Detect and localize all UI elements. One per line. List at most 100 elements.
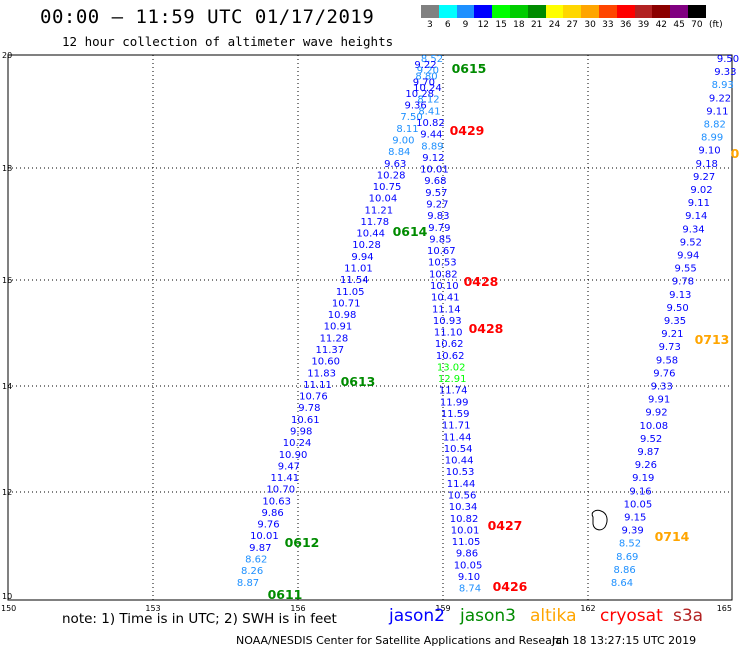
colorbar-tick-label: 21: [530, 20, 543, 30]
jason2-value-label: 11.21: [365, 205, 394, 216]
legend-s3a: s3a: [673, 606, 704, 626]
longitude-label: 165: [717, 604, 732, 613]
jason2-value-label: 10.62: [435, 339, 464, 350]
jason2-value-label: 9.86: [261, 508, 283, 519]
jason2-value-label: 9.78: [298, 403, 320, 414]
jason2-value-label: 9.91: [648, 395, 670, 406]
jason2-value-label: 10.28: [377, 170, 406, 181]
jason2-value-label: 10.28: [352, 240, 381, 251]
jason2-value-label: 9.12: [422, 153, 444, 164]
jason2-value-label: 9.11: [688, 198, 710, 209]
jason2-value-label: 9.26: [635, 460, 657, 471]
map-frame: [7, 54, 733, 601]
latitude-label: 14: [2, 382, 12, 391]
wave-height-colorbar: [421, 5, 706, 18]
colorbar-swatch: [616, 5, 635, 18]
jason2-value-label: 8.82: [704, 120, 726, 131]
jason2-value-label: 10.53: [428, 258, 457, 269]
legend-jason2: jason2: [389, 606, 445, 626]
jason2-value-label: 10.04: [369, 194, 398, 205]
jason2-value-label: 10.28: [405, 89, 434, 100]
jason2-value-label: 10.01: [250, 531, 279, 542]
pass-time-label: 0714: [655, 529, 690, 544]
jason2-value-label: 9.22: [709, 93, 731, 104]
jason2-value-label: 9.50: [667, 303, 689, 314]
colorbar-swatch: [598, 5, 617, 18]
jason2-value-label: 9.22: [414, 60, 436, 71]
page-title: 00:00 – 11:59 UTC 01/17/2019: [40, 6, 375, 28]
colorbar-tick-label: 45: [673, 20, 685, 30]
colorbar-swatch: [563, 5, 582, 18]
jason2-value-label: 9.11: [706, 106, 728, 117]
jason2-value-label: 9.39: [621, 526, 643, 537]
jason2-value-label: 11.14: [432, 304, 461, 315]
colorbar-swatch: [652, 5, 671, 18]
pass-time-label: 0429: [450, 123, 485, 138]
jason2-value-label: 8.12: [417, 95, 439, 106]
jason2-value-label: 9.16: [629, 486, 651, 497]
colorbar-tick-label: 33: [602, 20, 614, 30]
colorbar-labels: 3 6 9 12 15 18 21 24 27 30 33 36 39 42 45 70 (ft): [421, 20, 740, 34]
colorbar-tick-label: 12: [477, 20, 490, 30]
jason2-value-label: 13.02: [437, 362, 466, 373]
longitude-label: 153: [145, 604, 160, 613]
jason2-value-label: 9.44: [420, 130, 442, 141]
colorbar-swatch: [492, 5, 510, 18]
jason2-value-label: 11.78: [360, 217, 389, 228]
jason2-value-label: 10.76: [299, 392, 328, 403]
jason2-value-label: 9.33: [714, 67, 736, 78]
jason2-value-label: 9.98: [290, 426, 312, 437]
jason2-value-label: 9.21: [661, 329, 683, 340]
jason2-value-label: 8.11: [396, 124, 418, 135]
jason2-value-label: 11.41: [271, 473, 300, 484]
colorbar-swatch: [438, 5, 457, 18]
legend-altika: altika: [530, 606, 577, 626]
jason2-value-label: 9.86: [456, 549, 478, 560]
colorbar-tick-label: 42: [655, 20, 668, 30]
jason2-value-label: 10.82: [416, 118, 445, 129]
latitude-label: 20: [2, 51, 12, 60]
jason2-value-label: 9.73: [659, 342, 681, 353]
jason2-value-label: 11.54: [340, 275, 369, 286]
jason2-value-label: 11.83: [307, 368, 336, 379]
page-subtitle: 12 hour collection of altimeter wave hei…: [62, 34, 394, 49]
jason2-value-label: 8.26: [241, 566, 263, 577]
jason2-value-label: 10.93: [433, 316, 462, 327]
jason2-value-label: 11.71: [442, 421, 471, 432]
jason2-value-label: 9.57: [425, 188, 447, 199]
pass-time-label: 0612: [285, 535, 320, 550]
jason2-value-label: 10.70: [266, 485, 295, 496]
jason2-value-label: 9.87: [249, 543, 271, 554]
colorbar-tick-label: 36: [619, 20, 632, 30]
jason2-value-label: 8.84: [388, 147, 410, 158]
jason2-value-label: 8.89: [421, 141, 443, 152]
jason2-value-label: 9.63: [384, 159, 406, 170]
colorbar-tick-label: 27: [566, 20, 579, 30]
colorbar-swatch: [421, 5, 439, 18]
jason2-value-label: 9.00: [392, 135, 414, 146]
jason2-value-label: 10.24: [283, 438, 312, 449]
jason2-value-label: 11.44: [447, 479, 476, 490]
jason2-value-label: 10.82: [429, 269, 458, 280]
colorbar-tick-label: 18: [513, 20, 525, 30]
jason2-value-label: 11.05: [336, 287, 365, 298]
legend-jason3: jason3: [460, 606, 516, 626]
jason2-value-label: 12.91: [438, 374, 467, 385]
jason2-value-label: 9.35: [664, 316, 686, 327]
jason2-value-label: 11.44: [443, 432, 472, 443]
jason2-value-label: 9.15: [624, 513, 646, 524]
colorbar-swatch: [527, 5, 546, 18]
jason2-value-label: 11.01: [344, 264, 373, 275]
pass-time-label: 0613: [341, 374, 376, 389]
jason2-value-label: 8.86: [614, 565, 636, 576]
jason2-value-label: 9.13: [669, 290, 691, 301]
jason2-value-label: 10.44: [445, 456, 474, 467]
jason2-value-label: 9.02: [690, 185, 712, 196]
jason2-value-label: 11.05: [452, 537, 481, 548]
colorbar-tick-label: 3: [427, 20, 433, 30]
jason2-value-label: 9.92: [645, 408, 667, 419]
jason2-value-label: 10.10: [430, 281, 459, 292]
colorbar-tick-label: 39: [637, 20, 650, 30]
jason2-value-label: 10.71: [332, 298, 361, 309]
